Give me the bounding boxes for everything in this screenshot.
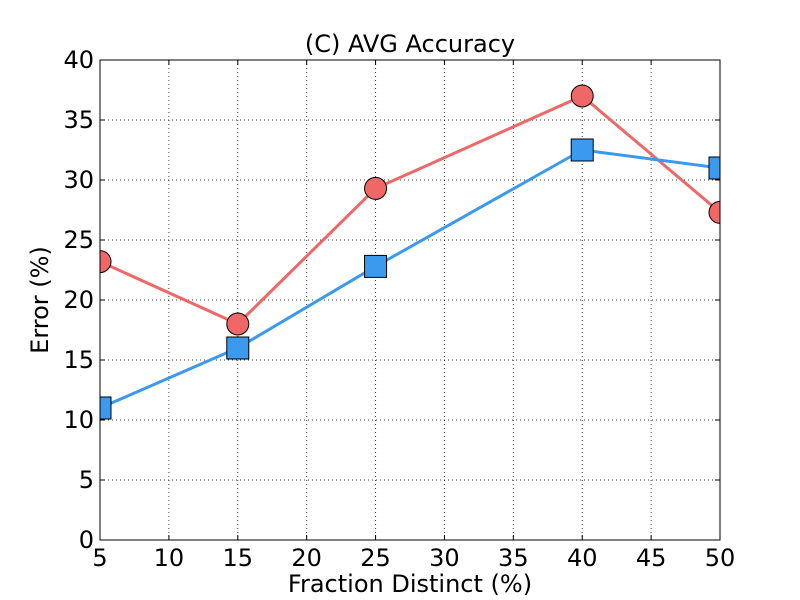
y-tick-label: 20 — [63, 286, 94, 314]
x-tick-label: 30 — [429, 544, 460, 572]
series-2-point — [226, 336, 250, 360]
y-tick-label: 10 — [63, 406, 94, 434]
y-tick-label: 0 — [79, 526, 94, 554]
series-2-point — [100, 396, 112, 420]
series-2-point — [364, 254, 388, 278]
series-1-point — [364, 176, 388, 200]
y-tick-label: 15 — [63, 346, 94, 374]
x-tick-label: 15 — [223, 544, 254, 572]
x-axis-label: Fraction Distinct (%) — [288, 570, 532, 598]
series-1-point — [570, 84, 594, 108]
x-tick-label: 25 — [360, 544, 391, 572]
x-tick-label: 50 — [705, 544, 736, 572]
x-tick-label: 10 — [154, 544, 185, 572]
series-2-line — [100, 148, 720, 410]
x-tick-label: 20 — [291, 544, 322, 572]
series-1-point — [100, 250, 112, 274]
y-tick-label: 35 — [63, 106, 94, 134]
series-layer — [100, 94, 720, 410]
x-tick-label: 35 — [498, 544, 529, 572]
series-1-point — [226, 312, 250, 336]
series-1-point — [708, 200, 720, 224]
x-tick-label: 5 — [92, 544, 107, 572]
series-2-point — [708, 156, 720, 180]
series-1-line — [100, 94, 720, 326]
grid-layer — [100, 60, 720, 540]
y-tick-label: 30 — [63, 166, 94, 194]
marker-layer — [100, 84, 720, 420]
y-tick-label: 5 — [79, 466, 94, 494]
y-axis-label: Error (%) — [26, 246, 54, 354]
y-tick-label: 40 — [63, 46, 94, 74]
series-2-point — [570, 138, 594, 162]
chart-title: (C) AVG Accuracy — [305, 30, 515, 58]
x-tick-label: 45 — [636, 544, 667, 572]
y-tick-label: 25 — [63, 226, 94, 254]
x-tick-label: 40 — [567, 544, 598, 572]
